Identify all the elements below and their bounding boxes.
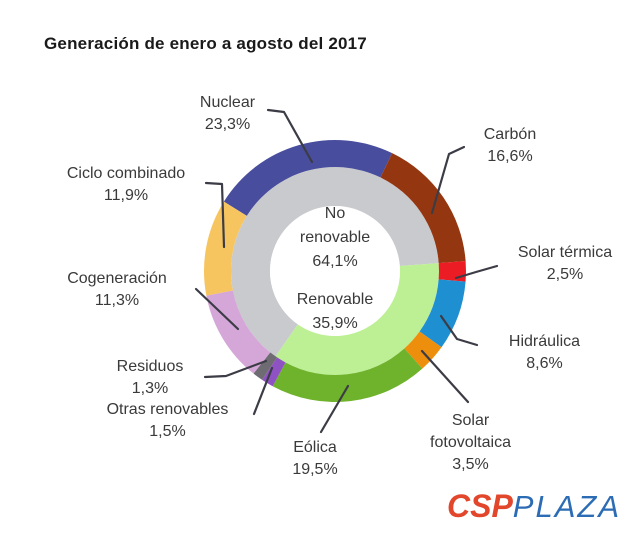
label-carbon: Carbón 16,6% xyxy=(445,124,575,168)
label-eolica-name: Eólica xyxy=(293,439,337,456)
leader-line-eolica xyxy=(319,384,350,434)
inner-ring-renovable xyxy=(275,263,440,376)
label-cogeneracion-value: 11,3% xyxy=(94,292,140,309)
csp-plaza-logo: CSP PLAZA xyxy=(447,488,621,525)
segment-solar-termica xyxy=(438,261,466,282)
label-carbon-value: 16,6% xyxy=(487,148,533,165)
label-solar-fotovoltaica: Solar fotovoltaica 3,5% xyxy=(418,410,523,476)
label-hidraulica-name: Hidráulica xyxy=(508,333,581,350)
label-residuos: Residuos 1,3% xyxy=(90,356,210,400)
segment-hidraulica xyxy=(419,279,466,348)
label-solar-fotovoltaica-name: Solar fotovoltaica xyxy=(430,412,511,451)
label-residuos-value: 1,3% xyxy=(131,380,169,397)
label-cogeneracion-name: Cogeneración xyxy=(67,270,167,287)
segment-nuclear xyxy=(223,140,393,216)
leader-line-nuclear xyxy=(266,108,314,164)
chart-title: Generación de enero a agosto del 2017 xyxy=(44,34,367,53)
label-otras-renovables-name: Otras renovables xyxy=(106,401,229,418)
label-nuclear-value: 23,3% xyxy=(204,116,251,133)
label-carbon-name: Carbón xyxy=(483,126,537,143)
leader-line-cogeneracion xyxy=(194,287,240,331)
label-eolica-value: 19,5% xyxy=(292,461,338,478)
label-solar-termica: Solar térmica 2,5% xyxy=(490,242,640,286)
donut-hole xyxy=(270,206,400,336)
leader-line-solar-termica xyxy=(454,264,499,280)
label-solar-fotovoltaica-value: 3,5% xyxy=(452,456,489,473)
label-otras-renovables-value: 1,5% xyxy=(149,423,186,440)
segment-cogeneracion xyxy=(206,290,271,374)
center-label-renovable-name: Renovable xyxy=(296,291,374,308)
segment-solar-fotovoltaica xyxy=(404,331,442,369)
center-label-renovable: Renovable 35,9% xyxy=(283,288,387,336)
label-residuos-name: Residuos xyxy=(116,358,184,375)
label-nuclear: Nuclear 23,3% xyxy=(160,92,295,136)
label-solar-termica-name: Solar térmica xyxy=(517,244,613,261)
label-ciclo-combinado-value: 11,9% xyxy=(103,187,149,204)
label-ciclo-combinado: Ciclo combinado 11,9% xyxy=(41,163,211,207)
label-otras-renovables: Otras renovables 1,5% xyxy=(75,399,260,443)
leader-line-hidraulica xyxy=(439,314,479,347)
leader-line-carbon xyxy=(430,145,466,215)
logo-plaza-text: PLAZA xyxy=(512,489,622,524)
logo-csp-text: CSP xyxy=(447,488,513,524)
label-hidraulica: Hidráulica 8,6% xyxy=(482,331,607,375)
leader-line-ciclo-combinado xyxy=(204,181,226,249)
segment-ciclo-combinado xyxy=(204,201,247,296)
leader-line-solar-fotovoltaica xyxy=(420,349,470,404)
label-cogeneracion: Cogeneración 11,3% xyxy=(37,268,197,312)
label-hidraulica-value: 8,6% xyxy=(526,355,563,372)
center-label-no-renovable-value: 64,1% xyxy=(312,253,358,270)
segment-residuos xyxy=(253,352,278,380)
label-nuclear-name: Nuclear xyxy=(199,94,256,111)
leader-line-otras-renovables xyxy=(252,366,274,416)
inner-ring-no-renovable xyxy=(231,167,439,357)
segment-eolica xyxy=(272,348,423,403)
leader-line-residuos xyxy=(203,359,268,379)
center-label-no-renovable-name: No renovable xyxy=(299,205,371,246)
segment-carbon xyxy=(380,153,466,264)
label-ciclo-combinado-name: Ciclo combinado xyxy=(66,165,186,182)
label-solar-termica-value: 2,5% xyxy=(546,266,584,283)
center-label-renovable-value: 35,9% xyxy=(312,315,358,332)
center-label-no-renovable: No renovable 64,1% xyxy=(294,202,376,274)
label-eolica: Eólica 19,5% xyxy=(255,437,375,481)
